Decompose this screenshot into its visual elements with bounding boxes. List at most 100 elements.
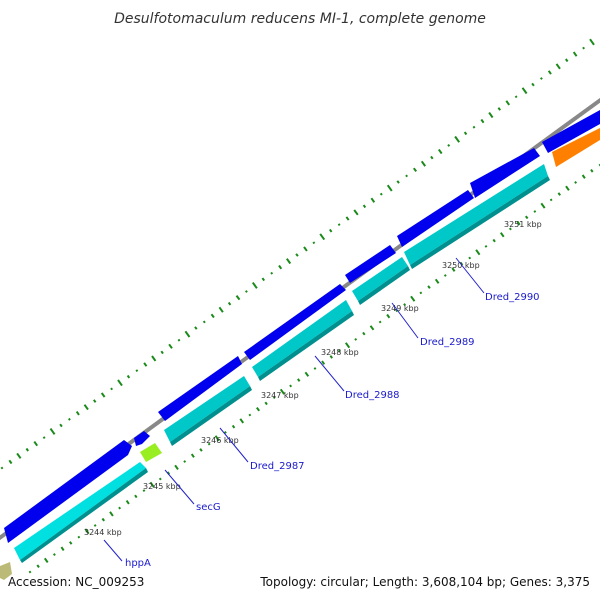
gc-tick — [329, 355, 334, 359]
gc-tick — [160, 350, 164, 355]
gc-content-track-inner — [28, 163, 600, 574]
gc-tick — [16, 452, 22, 459]
gc-tick — [484, 245, 488, 248]
forward-gene-1[interactable] — [4, 440, 132, 543]
kbp-label: 3245 kbp — [143, 482, 181, 491]
orange-gene[interactable] — [552, 128, 600, 167]
gc-tick — [278, 264, 283, 270]
gc-tick — [524, 215, 529, 220]
gc-tick — [370, 197, 376, 203]
gc-tick — [447, 144, 451, 147]
gc-tick — [369, 325, 375, 331]
gc-tick — [410, 295, 416, 302]
gc-tick — [255, 407, 261, 412]
gc-tick — [321, 360, 326, 365]
gc-tick — [110, 387, 113, 391]
reverse-gene-dred-2988-shade — [258, 311, 354, 381]
gc-tick — [589, 38, 595, 46]
gc-tick — [488, 112, 494, 119]
gene-label-dred-2989[interactable]: Dred_2989 — [420, 337, 475, 348]
gene-label-dred-2988[interactable]: Dred_2988 — [345, 390, 400, 401]
gc-tick — [295, 253, 299, 257]
gc-tick — [379, 192, 383, 196]
gene-secG[interactable] — [140, 443, 162, 462]
gc-tick — [564, 58, 569, 63]
gc-tick — [362, 331, 366, 336]
gc-tick — [135, 369, 139, 372]
gc-tick — [337, 349, 341, 353]
gc-tick — [289, 384, 293, 388]
forward-gene-6[interactable] — [397, 190, 474, 247]
gc-tick — [574, 181, 578, 184]
reverse-gene-dred-2988[interactable] — [252, 300, 352, 377]
gc-tick — [75, 411, 80, 416]
gc-tick — [454, 135, 461, 143]
gc-tick — [303, 246, 308, 252]
gene-label-dred-2987[interactable]: Dred_2987 — [250, 461, 305, 472]
reverse-gene-dred-2989-shade — [358, 266, 410, 305]
kbp-label: 3250 kbp — [442, 261, 480, 270]
gc-tick — [33, 441, 39, 447]
gc-tick — [60, 546, 65, 551]
gc-tick — [143, 362, 148, 367]
gc-tick — [451, 267, 456, 272]
gene-label-hppA[interactable]: hppA — [125, 558, 151, 569]
gc-tick — [539, 77, 543, 80]
gc-tick — [210, 313, 215, 319]
reverse-gene-hppA[interactable] — [14, 462, 146, 560]
gc-tick — [459, 262, 464, 266]
gc-tick — [168, 343, 173, 349]
gc-tick — [25, 447, 30, 452]
gc-tick — [533, 210, 537, 213]
forward-gene-2[interactable] — [134, 431, 150, 446]
olive-gene[interactable] — [0, 562, 12, 580]
gc-tick — [8, 459, 13, 465]
gc-tick — [279, 388, 286, 395]
kbp-label: 3244 kbp — [84, 528, 122, 537]
forward-gene-5[interactable] — [345, 245, 396, 283]
gc-tick — [227, 301, 232, 306]
gc-tick — [328, 228, 333, 233]
forward-gene-8[interactable] — [542, 110, 600, 153]
gene-label-leaders — [103, 257, 485, 562]
gc-tick — [505, 100, 511, 106]
reverse-gene-dred-2987[interactable] — [164, 376, 250, 442]
gc-tick — [214, 435, 220, 442]
forward-strand-track — [4, 110, 600, 543]
gene-label-dred-2990[interactable]: Dred_2990 — [485, 292, 540, 303]
gene-label-secG[interactable]: secG — [196, 502, 221, 513]
gc-tick — [475, 249, 481, 256]
gc-tick — [218, 306, 224, 313]
gc-tick — [420, 160, 427, 167]
gc-tick — [540, 202, 546, 209]
kbp-scale: 3244 kbp 3245 kbp 3246 kbp 3247 kbp 3248… — [84, 220, 542, 537]
forward-gene-7[interactable] — [470, 148, 540, 198]
gc-tick — [412, 167, 418, 172]
gc-tick — [565, 185, 570, 191]
gc-tick — [499, 232, 505, 238]
topology-summary-text: Topology: circular; Length: 3,608,104 bp… — [259, 575, 590, 589]
forward-gene-4[interactable] — [244, 284, 346, 360]
kbp-label: 3251 kbp — [504, 220, 542, 229]
gc-tick — [516, 220, 521, 226]
gc-tick — [190, 453, 195, 458]
gc-tick — [572, 51, 578, 57]
reverse-gene-dred-2989[interactable] — [352, 257, 408, 301]
gc-tick — [345, 216, 350, 221]
gc-tick — [443, 274, 447, 277]
gc-tick — [68, 417, 71, 421]
reverse-strand-track — [0, 128, 600, 580]
gc-tick — [42, 436, 46, 439]
gc-tick — [312, 241, 316, 245]
gc-tick — [0, 466, 4, 470]
gc-tick — [69, 541, 73, 545]
gc-tick — [235, 295, 241, 301]
gc-tick — [313, 367, 317, 370]
gc-tick — [83, 404, 89, 411]
gc-tick — [468, 256, 472, 260]
gc-tick — [492, 238, 496, 243]
gc-tick — [100, 392, 106, 398]
forward-gene-3[interactable] — [158, 356, 242, 421]
reverse-gene-dred-2990[interactable] — [404, 164, 548, 265]
gc-tick — [521, 87, 528, 95]
